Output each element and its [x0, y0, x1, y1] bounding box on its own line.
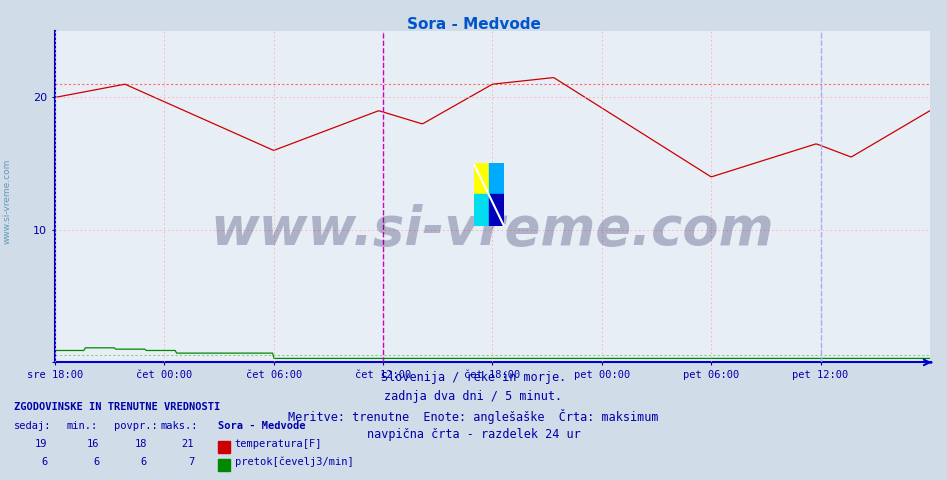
- Text: min.:: min.:: [66, 420, 98, 431]
- Text: www.si-vreme.com: www.si-vreme.com: [210, 204, 775, 256]
- Bar: [474, 194, 489, 226]
- Text: Meritve: trenutne  Enote: anglešaške  Črta: maksimum: Meritve: trenutne Enote: anglešaške Črta…: [288, 409, 659, 424]
- Bar: [489, 194, 504, 226]
- Text: 16: 16: [87, 439, 99, 449]
- Text: 18: 18: [134, 439, 147, 449]
- Text: 7: 7: [188, 457, 194, 467]
- Text: 6: 6: [41, 457, 47, 467]
- Text: Slovenija / reke in morje.: Slovenija / reke in morje.: [381, 371, 566, 384]
- Text: navpična črta - razdelek 24 ur: navpična črta - razdelek 24 ur: [366, 428, 581, 441]
- Text: Sora - Medvode: Sora - Medvode: [218, 420, 305, 431]
- Text: ZGODOVINSKE IN TRENUTNE VREDNOSTI: ZGODOVINSKE IN TRENUTNE VREDNOSTI: [14, 402, 221, 412]
- Text: Sora - Medvode: Sora - Medvode: [406, 17, 541, 32]
- Text: sedaj:: sedaj:: [14, 420, 52, 431]
- Bar: [489, 163, 504, 194]
- Text: 6: 6: [93, 457, 99, 467]
- Text: temperatura[F]: temperatura[F]: [235, 439, 322, 449]
- Bar: [474, 163, 489, 194]
- Text: zadnja dva dni / 5 minut.: zadnja dva dni / 5 minut.: [384, 390, 563, 403]
- Text: pretok[čevelj3/min]: pretok[čevelj3/min]: [235, 456, 353, 467]
- Text: 21: 21: [182, 439, 194, 449]
- Text: www.si-vreme.com: www.si-vreme.com: [2, 159, 11, 244]
- Text: povpr.:: povpr.:: [114, 420, 157, 431]
- Text: 19: 19: [35, 439, 47, 449]
- Text: maks.:: maks.:: [161, 420, 199, 431]
- Text: 6: 6: [140, 457, 147, 467]
